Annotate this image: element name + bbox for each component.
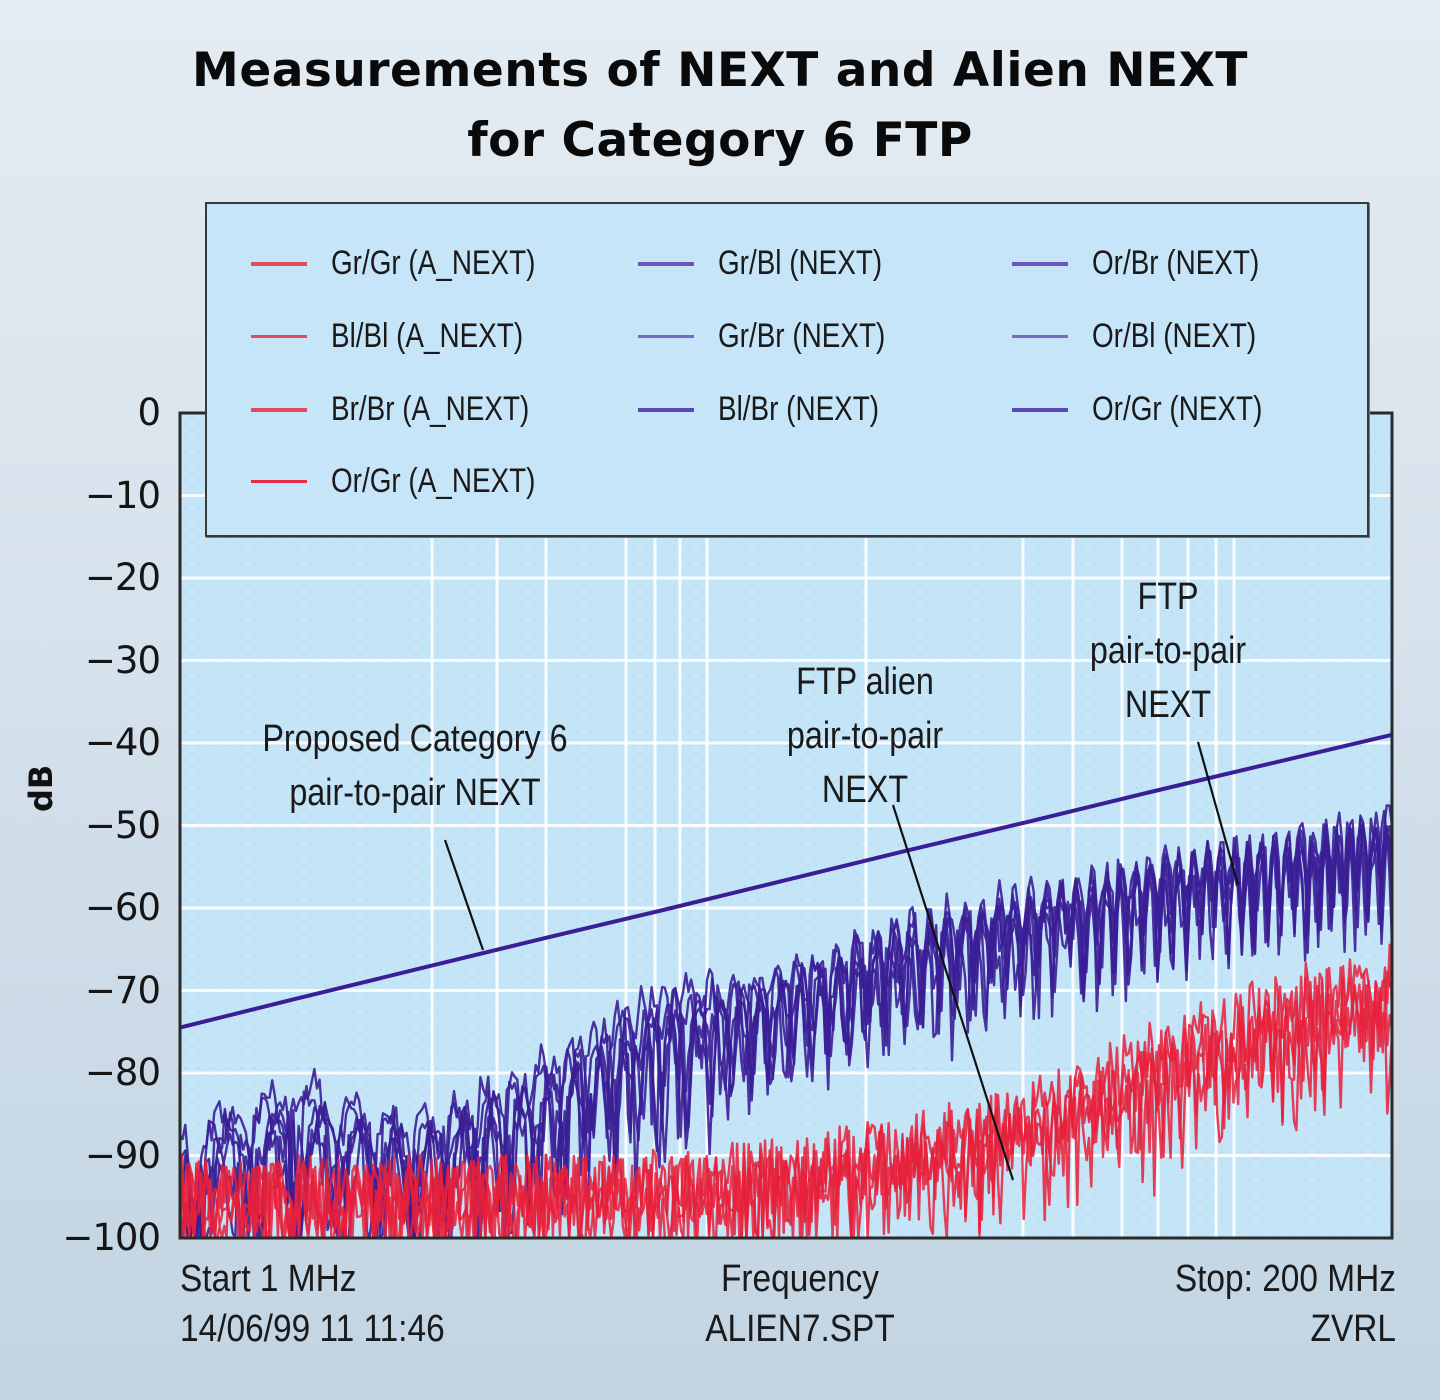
annotation-line: FTP: [1137, 576, 1199, 618]
legend-swatch-red: [251, 261, 307, 266]
legend-label: Gr/Gr (A_NEXT): [331, 244, 536, 282]
legend-swatch-blue: [1012, 335, 1068, 338]
legend-swatch-blue: [638, 335, 694, 338]
legend-label: Bl/Bl (A_NEXT): [331, 317, 524, 355]
leader-pair: [1196, 741, 1240, 886]
annotation-pair: FTP pair-to-pair NEXT: [1066, 570, 1270, 732]
y-tick-label: −80: [84, 1051, 161, 1094]
legend-swatch-red: [251, 335, 307, 338]
annotation-line: pair-to-pair: [1089, 630, 1247, 672]
annotation-leaders: [443, 741, 1240, 1181]
annotation-line: pair-to-pair: [786, 715, 944, 757]
y-tick-label: −60: [84, 886, 161, 929]
chart-title: Measurements of NEXT and Alien NEXT for …: [0, 36, 1440, 176]
legend-item: Bl/Br (NEXT): [638, 390, 914, 429]
legend-label: Gr/Bl (NEXT): [718, 244, 883, 282]
annotation-line: NEXT: [1124, 684, 1212, 726]
instrument: ZVRL: [1310, 1308, 1396, 1350]
footer-center: Frequency ALIEN7.SPT: [659, 1254, 941, 1354]
leader-alien: [891, 804, 1015, 1181]
trace-gr-br-next-: [178, 829, 1394, 1240]
legend-label: Or/Bl (NEXT): [1092, 317, 1257, 355]
y-tick-label: −30: [84, 638, 161, 682]
annotation-limit: Proposed Category 6 pair-to-pair NEXT: [245, 712, 585, 820]
y-tick-label: 0: [137, 391, 161, 434]
legend-swatch-blue: [638, 407, 694, 412]
x-axis-label: Frequency: [720, 1258, 879, 1300]
footer-right: Stop: 200 MHz ZVRL: [1048, 1254, 1396, 1354]
legend-item: Or/Gr (A_NEXT): [251, 462, 580, 501]
y-tick-label: −20: [84, 556, 161, 599]
footer-left: Start 1 MHz 14/06/99 11 11:46: [180, 1254, 445, 1354]
alien-next-traces: [178, 943, 1394, 1240]
chart-title-line-2: for Category 6 FTP: [467, 113, 973, 168]
annotation-line: Proposed Category 6: [262, 718, 568, 760]
legend-label: Or/Br (NEXT): [1092, 244, 1260, 282]
legend-label: Bl/Br (NEXT): [718, 390, 880, 428]
y-axis-label: dB: [22, 764, 60, 812]
trace-or-gr-a-next-: [178, 980, 1394, 1240]
annotation-alien: FTP alien pair-to-pair NEXT: [763, 655, 967, 817]
legend-label: Or/Gr (A_NEXT): [331, 462, 536, 500]
legend-swatch-blue: [1012, 407, 1068, 412]
legend-item: Or/Br (NEXT): [1012, 244, 1296, 283]
y-tick-label: −50: [84, 803, 161, 847]
legend-label: Or/Gr (NEXT): [1092, 390, 1263, 428]
legend-label: Br/Br (A_NEXT): [331, 390, 530, 428]
timestamp: 14/06/99 11 11:46: [180, 1308, 445, 1350]
annotation-line: FTP alien: [796, 661, 934, 703]
leader-limit: [443, 839, 485, 951]
legend-item: Gr/Br (NEXT): [638, 317, 922, 356]
legend-item: Bl/Bl (A_NEXT): [251, 317, 565, 356]
start-frequency: Start 1 MHz: [180, 1258, 357, 1300]
stop-frequency: Stop: 200 MHz: [1174, 1258, 1396, 1300]
y-tick-label: −10: [84, 473, 161, 517]
annotation-line: NEXT: [821, 769, 909, 811]
legend-swatch-blue: [1012, 261, 1068, 266]
y-tick-label: −70: [84, 968, 161, 1012]
legend-item: Gr/Bl (NEXT): [638, 244, 918, 283]
annotation-line: pair-to-pair NEXT: [289, 772, 541, 814]
legend-swatch-red: [251, 480, 307, 483]
file-name: ALIEN7.SPT: [705, 1308, 895, 1350]
y-tick-label: −40: [84, 721, 161, 764]
legend-item: Br/Br (A_NEXT): [251, 390, 573, 429]
y-tick-label: −90: [84, 1133, 161, 1177]
y-tick-label: −100: [62, 1216, 161, 1259]
category6-limit-line: [179, 732, 1393, 1030]
legend-swatch-red: [251, 407, 307, 412]
legend-swatch-blue: [638, 261, 694, 266]
legend-label: Gr/Br (NEXT): [718, 317, 886, 355]
chart-title-line-1: Measurements of NEXT and Alien NEXT: [192, 43, 1248, 98]
legend-item: Or/Gr (NEXT): [1012, 390, 1300, 429]
legend: Gr/Gr (A_NEXT) Bl/Bl (A_NEXT) Br/Br (A_N…: [205, 202, 1369, 537]
legend-item: Or/Bl (NEXT): [1012, 317, 1292, 356]
legend-item: Gr/Gr (A_NEXT): [251, 244, 580, 283]
